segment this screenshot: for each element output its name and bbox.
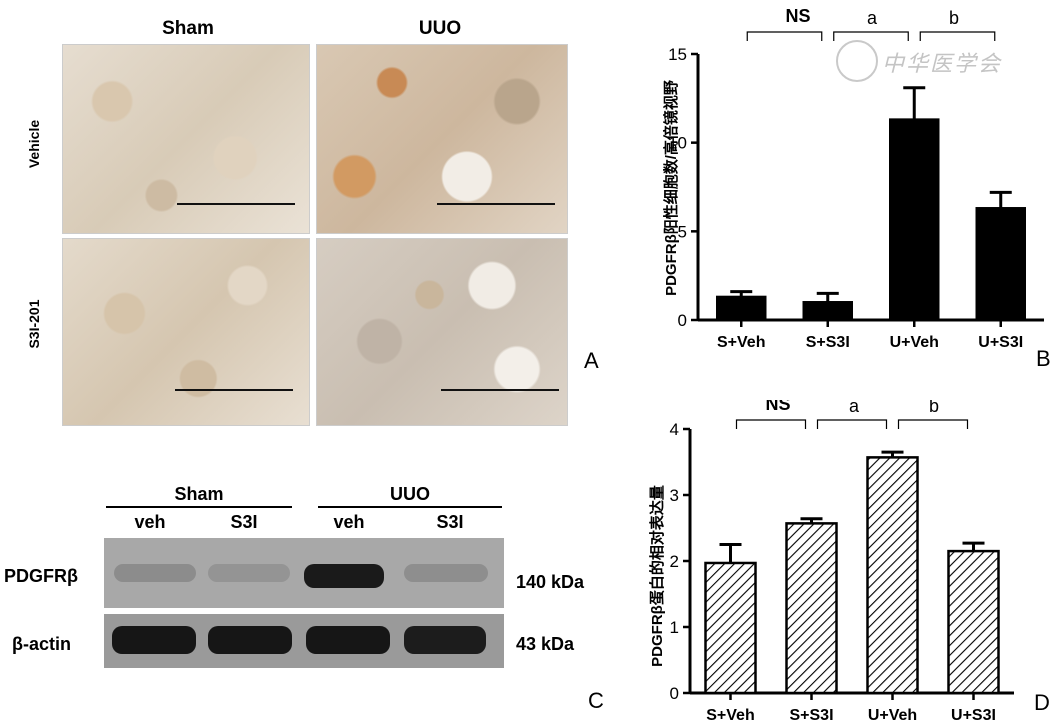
chart-b-sig-ns: NS xyxy=(785,6,810,26)
y-tick-label: 10 xyxy=(668,134,687,153)
x-tick-label: U+Veh xyxy=(890,334,939,351)
bar xyxy=(889,118,940,322)
chart-d-sig-a: a xyxy=(849,400,860,416)
band-pdgfrb-lane4 xyxy=(404,564,488,582)
x-tick-label: U+S3I xyxy=(978,334,1023,351)
chart-d: PDGFRβ蛋白的相对表达量 0 1 2 3 4 S+Veh S+S3I U+Veh U+S3I… xyxy=(648,400,1050,722)
watermark-seal-icon xyxy=(836,40,878,82)
band-pdgfrb-lane2 xyxy=(208,564,290,582)
bar xyxy=(704,561,757,695)
size-label-140: 140 kDa xyxy=(516,572,585,592)
col-label-uuo: UUO xyxy=(418,18,462,39)
y-tick-label: 4 xyxy=(670,420,679,439)
sig-bracket xyxy=(919,31,996,41)
y-tick-label: 0 xyxy=(670,684,679,703)
watermark: 中华医学会 xyxy=(882,52,1003,77)
y-tick-label: 2 xyxy=(670,552,679,571)
micrograph-sham-vehicle xyxy=(62,44,310,234)
y-tick-label: 3 xyxy=(670,486,679,505)
panel-letter-d: D xyxy=(1034,690,1050,715)
band-pdgfrb-lane1 xyxy=(114,564,196,582)
x-tick-label: S+Veh xyxy=(706,707,754,722)
x-tick-label: S+S3I xyxy=(806,334,850,351)
bar xyxy=(785,522,838,695)
size-label-43: 43 kDa xyxy=(516,634,575,654)
x-tick-label: U+S3I xyxy=(951,707,996,722)
bar xyxy=(866,456,919,695)
chart-b: PDGFRβ阳性细胞数/高倍镜视野 0 5 10 15 S+Veh S+S3I U+Veh U… xyxy=(662,6,1051,371)
micrograph-uuo-vehicle xyxy=(316,44,568,234)
x-tick-label: S+S3I xyxy=(789,707,833,722)
band-bactin-lane4 xyxy=(404,626,486,654)
bar xyxy=(947,549,1000,695)
chart-b-ylabel: PDGFRβ阳性细胞数/高倍镜视野 xyxy=(662,80,680,296)
y-tick-label: 15 xyxy=(668,45,687,64)
band-bactin-lane1 xyxy=(112,626,196,654)
blot-group-uuo: UUO xyxy=(390,484,430,504)
protein-label-pdgfrb: PDGFRβ xyxy=(4,566,78,586)
panel-letter-a: A xyxy=(584,348,599,373)
scale-bar xyxy=(441,389,559,391)
micrograph-uuo-s3i xyxy=(316,238,568,426)
panel-letter-b: B xyxy=(1036,346,1051,371)
col-label-sham: Sham xyxy=(162,18,214,39)
blot-group-sham: Sham xyxy=(174,484,224,504)
sig-bracket xyxy=(746,31,823,41)
sig-bracket xyxy=(833,31,909,41)
y-tick-label: 0 xyxy=(678,311,687,330)
y-tick-label: 1 xyxy=(670,618,679,637)
lane-label-1: veh xyxy=(134,512,166,532)
sig-bracket xyxy=(897,419,969,429)
chart-d-sig-ns: NS xyxy=(765,400,790,414)
row-label-s3i201: S3I-201 xyxy=(26,299,42,349)
bar xyxy=(716,295,767,322)
y-tick-label: 5 xyxy=(678,222,687,241)
protein-label-bactin: β-actin xyxy=(12,634,71,654)
lane-label-3: veh xyxy=(333,512,365,532)
bar xyxy=(975,207,1026,322)
micrograph-sham-s3i xyxy=(62,238,310,426)
lane-label-2: S3I xyxy=(230,512,258,532)
scale-bar xyxy=(175,389,293,391)
group-line-uuo xyxy=(318,506,502,508)
lane-label-4: S3I xyxy=(436,512,464,532)
chart-b-sig-b: b xyxy=(949,8,959,28)
chart-d-sig-b: b xyxy=(929,400,939,416)
band-bactin-lane3 xyxy=(306,626,390,654)
band-bactin-lane2 xyxy=(208,626,292,654)
x-tick-label: U+Veh xyxy=(868,707,917,722)
bar xyxy=(802,301,853,322)
group-line-sham xyxy=(106,506,292,508)
scale-bar xyxy=(437,203,555,205)
band-pdgfrb-lane3 xyxy=(304,564,384,588)
blot-membrane-pdgfrb xyxy=(104,538,504,608)
chart-b-sig-a: a xyxy=(867,8,878,28)
chart-d-ylabel: PDGFRβ蛋白的相对表达量 xyxy=(648,485,666,667)
sig-bracket xyxy=(735,419,807,429)
sig-bracket xyxy=(816,419,888,429)
panel-letter-c: C xyxy=(588,688,604,713)
x-tick-label: S+Veh xyxy=(717,334,765,351)
blot-membrane-bactin xyxy=(104,614,504,668)
row-label-vehicle: Vehicle xyxy=(26,119,42,169)
scale-bar xyxy=(177,203,295,205)
